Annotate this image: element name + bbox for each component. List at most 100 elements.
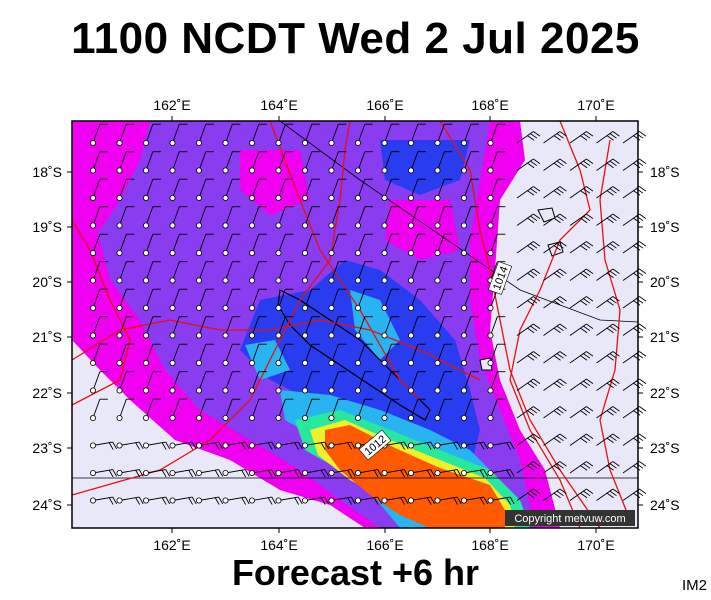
wind-barb	[381, 123, 400, 146]
wind-barb	[222, 398, 241, 421]
wind-barb	[275, 343, 294, 366]
lon-tick-label: 168˚E	[471, 537, 508, 553]
wind-barb	[460, 123, 479, 146]
wind-barb	[142, 496, 171, 505]
wind-barb	[222, 206, 241, 229]
wind-barb	[354, 288, 373, 311]
wind-barb	[543, 131, 567, 144]
wind-barb	[596, 433, 620, 446]
wind-barb	[569, 378, 594, 391]
wind-barb	[381, 398, 400, 421]
wind-barb	[434, 371, 453, 394]
wind-barb	[354, 371, 373, 394]
lat-tick-label: 23˚S	[32, 440, 62, 456]
wind-barb	[90, 233, 108, 256]
wind-barb	[169, 496, 197, 505]
wind-barb	[381, 206, 400, 229]
rain-cyan-patch	[350, 290, 400, 360]
lat-tick-label: 22˚S	[32, 385, 62, 401]
wind-barb	[142, 151, 161, 174]
wind-barb	[516, 406, 541, 419]
wind-barb	[354, 469, 383, 478]
wind-barb	[90, 261, 108, 284]
wind-barb	[407, 343, 426, 366]
wind-barb	[516, 131, 541, 144]
wind-barb	[301, 398, 320, 421]
wind-barb	[460, 398, 479, 421]
wind-barb	[142, 123, 161, 146]
wind-barb	[354, 123, 373, 146]
wind-barb	[301, 178, 320, 201]
wind-barb	[487, 206, 506, 229]
wind-barb	[381, 178, 400, 201]
wind-barb	[275, 288, 294, 311]
wind-barb	[195, 371, 214, 394]
wind-barb	[569, 186, 594, 199]
wind-barb	[487, 343, 506, 366]
wind-barb	[90, 151, 108, 174]
wind-barb	[516, 488, 541, 501]
lon-tick-label: 166˚E	[366, 537, 403, 553]
wind-barb	[569, 406, 594, 419]
wind-barb	[90, 178, 108, 201]
wind-barb	[116, 441, 144, 450]
wind-barb	[116, 371, 135, 394]
lon-tick-label: 170˚E	[577, 97, 614, 113]
wind-barb	[381, 371, 400, 394]
wind-barb	[569, 351, 594, 364]
wind-barb	[596, 296, 620, 309]
lat-tick-label: 21˚S	[650, 329, 680, 345]
wind-barb	[301, 261, 320, 284]
wind-barb	[328, 371, 347, 394]
wind-barb	[195, 233, 214, 256]
rain-gap	[240, 150, 310, 215]
island-lifou	[537, 207, 556, 223]
wind-barb	[275, 206, 294, 229]
wind-barb	[516, 461, 541, 474]
wind-barb	[434, 178, 453, 201]
wind-barb	[222, 123, 241, 146]
wind-barb	[248, 398, 267, 421]
wind-barb	[116, 496, 144, 505]
wind-barb	[169, 371, 188, 394]
wind-barb	[434, 288, 453, 311]
wind-barb	[596, 378, 620, 391]
wind-barb	[169, 206, 188, 229]
wind-barb	[460, 178, 479, 201]
wind-barb	[248, 178, 267, 201]
lat-tick-label: 19˚S	[32, 219, 62, 235]
wind-barb	[596, 241, 620, 254]
wind-barb	[487, 469, 515, 478]
wind-barb	[596, 186, 620, 199]
wind-barb	[487, 371, 506, 394]
wind-barb	[248, 343, 267, 366]
wind-barb	[434, 496, 462, 505]
wind-barb	[275, 496, 303, 505]
wind-barb	[142, 371, 161, 394]
wind-barb	[354, 151, 373, 174]
wind-barb	[90, 371, 108, 394]
wind-barb	[301, 123, 320, 146]
wind-barb	[301, 371, 320, 394]
wind-barb	[275, 371, 294, 394]
wind-barb	[596, 406, 620, 419]
lon-tick-label: 164˚E	[260, 537, 297, 553]
wind-barb	[328, 151, 347, 174]
wind-barb	[460, 496, 489, 505]
wind-barb	[328, 469, 356, 478]
wind-barb	[328, 288, 347, 311]
image-tag: IM2	[681, 577, 707, 594]
wind-barb	[248, 206, 267, 229]
wind-barb	[487, 316, 506, 339]
wind-barb	[328, 496, 356, 505]
wind-barb	[434, 316, 453, 339]
wind-barb	[222, 233, 241, 256]
wind-barb	[222, 343, 241, 366]
wind-barb	[301, 288, 320, 311]
wind-barb	[516, 268, 541, 281]
lat-tick-label: 22˚S	[650, 385, 680, 401]
lon-tick-label: 170˚E	[577, 537, 614, 553]
wind-barb	[622, 351, 647, 364]
wind-barb	[90, 496, 118, 505]
wind-barb	[90, 398, 108, 421]
